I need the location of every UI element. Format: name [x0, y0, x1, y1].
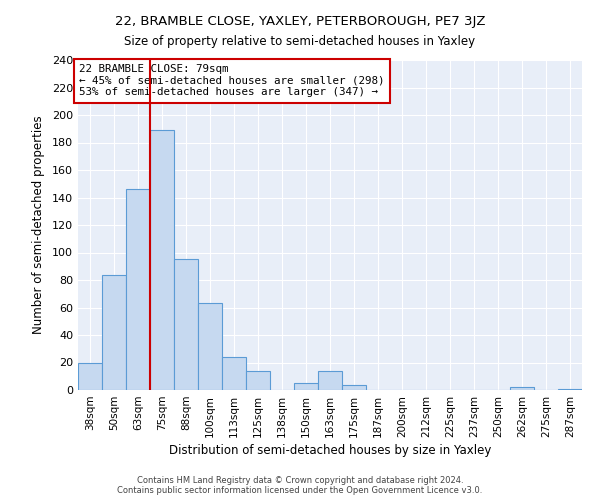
Bar	[102, 274, 126, 390]
Bar	[558, 388, 582, 390]
Bar	[174, 260, 198, 390]
Bar	[126, 189, 150, 390]
Text: 22, BRAMBLE CLOSE, YAXLEY, PETERBOROUGH, PE7 3JZ: 22, BRAMBLE CLOSE, YAXLEY, PETERBOROUGH,…	[115, 15, 485, 28]
Bar	[78, 362, 102, 390]
Bar	[246, 371, 270, 390]
Bar	[198, 304, 222, 390]
Bar	[150, 130, 174, 390]
Bar	[342, 384, 366, 390]
Text: Contains HM Land Registry data © Crown copyright and database right 2024.
Contai: Contains HM Land Registry data © Crown c…	[118, 476, 482, 495]
Text: Size of property relative to semi-detached houses in Yaxley: Size of property relative to semi-detach…	[124, 35, 476, 48]
Bar	[318, 371, 342, 390]
Text: 22 BRAMBLE CLOSE: 79sqm
← 45% of semi-detached houses are smaller (298)
53% of s: 22 BRAMBLE CLOSE: 79sqm ← 45% of semi-de…	[79, 64, 385, 98]
Bar	[294, 383, 318, 390]
Bar	[222, 357, 246, 390]
Y-axis label: Number of semi-detached properties: Number of semi-detached properties	[32, 116, 45, 334]
X-axis label: Distribution of semi-detached houses by size in Yaxley: Distribution of semi-detached houses by …	[169, 444, 491, 457]
Bar	[510, 387, 534, 390]
